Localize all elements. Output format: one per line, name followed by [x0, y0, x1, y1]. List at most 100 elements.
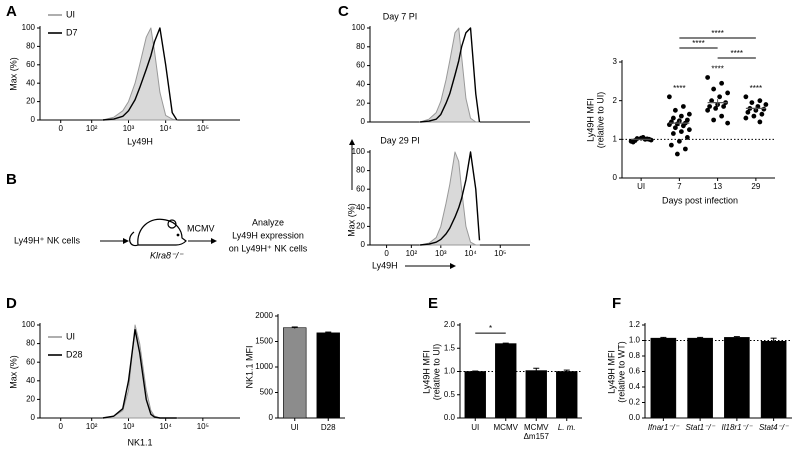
legend-label: D7 [66, 27, 78, 37]
y-tick-label: 0.6 [629, 367, 641, 376]
histogram-curve [102, 328, 177, 419]
y-tick-label: 1500 [255, 337, 273, 346]
x-tick-label: 10² [86, 422, 98, 431]
y-tick-label: 20 [356, 98, 365, 107]
bar [650, 337, 677, 419]
x-tick-label: MCMV Δm157 [523, 423, 549, 442]
histogram-curve [102, 27, 178, 121]
significance-label: **** [711, 65, 723, 74]
bar [724, 337, 750, 419]
diagram-infection: MCMV [187, 223, 215, 233]
panel-label: B [6, 171, 17, 188]
histogram-curve [419, 151, 480, 246]
data-point [666, 94, 672, 100]
data-point [682, 146, 688, 152]
significance-label: **** [731, 49, 743, 58]
x-tick-label: UI [637, 182, 645, 191]
data-point [705, 75, 711, 80]
diagram-readout: Analyze [252, 217, 284, 227]
diagram-readout: Ly49H expression [232, 230, 304, 240]
y-tick-label: 2.0 [444, 320, 456, 329]
y-tick-label: 0.2 [629, 398, 641, 407]
bar [464, 371, 486, 419]
data-point [745, 109, 751, 115]
bar [316, 332, 340, 419]
x-tick-label: L. m. [557, 423, 576, 432]
data-point [680, 104, 686, 109]
bar [495, 343, 517, 419]
bar [760, 340, 787, 419]
bar [687, 337, 713, 419]
data-point [680, 123, 686, 129]
y-tick-label: 0.8 [629, 351, 641, 360]
x-tick-label: 10⁴ [159, 124, 172, 133]
y-tick-label: 40 [26, 78, 35, 87]
x-tick-label: 13 [713, 182, 722, 191]
x-tick-label: Il18r1⁻/⁻ [721, 423, 753, 432]
x-tick-label: 10⁵ [197, 124, 209, 133]
y-tick-label: 1.0 [629, 336, 641, 345]
x-tick-label: 10⁵ [494, 249, 506, 258]
y-tick-label: 100 [22, 23, 36, 32]
data-point [755, 104, 761, 109]
y-tick-label: 20 [26, 97, 35, 106]
y-axis-label: NK1.1 MFI [244, 345, 254, 388]
y-tick-label: 20 [26, 395, 35, 404]
panel-label: F [612, 295, 621, 312]
mouse-icon [129, 218, 187, 247]
data-point [725, 120, 731, 126]
y-tick-label: 0 [361, 117, 366, 126]
histogram-curve [419, 27, 480, 123]
bar [525, 370, 547, 419]
y-tick-label: 40 [26, 376, 35, 385]
data-point [759, 111, 765, 117]
x-tick-label: MCMV [493, 423, 518, 432]
y-tick-label: 60 [26, 60, 35, 69]
data-point [686, 127, 692, 133]
data-point [719, 113, 725, 119]
data-point [721, 104, 727, 109]
x-tick-label: 10⁵ [197, 422, 209, 431]
y-tick-label: 80 [26, 339, 35, 348]
y-axis-label: Ly49H MFI [585, 98, 595, 142]
data-point [684, 135, 690, 140]
x-tick-label: 0 [58, 124, 63, 133]
panel-title: Day 7 PI [383, 11, 418, 21]
data-point [763, 102, 769, 107]
x-tick-label: 10⁴ [159, 422, 172, 431]
data-point [670, 115, 676, 121]
histogram-curve [102, 324, 178, 419]
y-axis-label: Max (%) [8, 57, 18, 91]
y-axis-label: (relative to UI) [595, 92, 605, 149]
data-point [749, 100, 755, 105]
y-tick-label: 0 [613, 173, 618, 182]
bar [283, 327, 307, 419]
histogram-curve [420, 151, 481, 246]
data-point [670, 131, 676, 136]
x-tick-label: 7 [677, 182, 682, 191]
y-tick-label: 40 [356, 203, 365, 212]
y-tick-label: 60 [26, 357, 35, 366]
x-tick-label: Ifnar1⁻/⁻ [647, 423, 679, 432]
data-point [757, 98, 763, 104]
panel-label: C [338, 3, 349, 20]
y-tick-label: 100 [352, 23, 366, 32]
data-point [678, 129, 684, 135]
data-point [757, 119, 763, 125]
y-tick-label: 80 [356, 42, 365, 51]
data-point [719, 80, 725, 86]
data-point [705, 107, 711, 113]
data-point [686, 111, 692, 117]
panel-label: A [6, 3, 17, 20]
x-tick-label: D28 [320, 423, 336, 432]
data-point [717, 94, 723, 100]
x-tick-label: 10⁴ [464, 249, 477, 258]
bar [556, 371, 578, 419]
data-point [672, 107, 678, 113]
data-point [676, 138, 682, 144]
histogram-curve [420, 27, 481, 123]
panel-label: D [6, 295, 17, 312]
y-tick-label: 1.0 [444, 367, 456, 376]
